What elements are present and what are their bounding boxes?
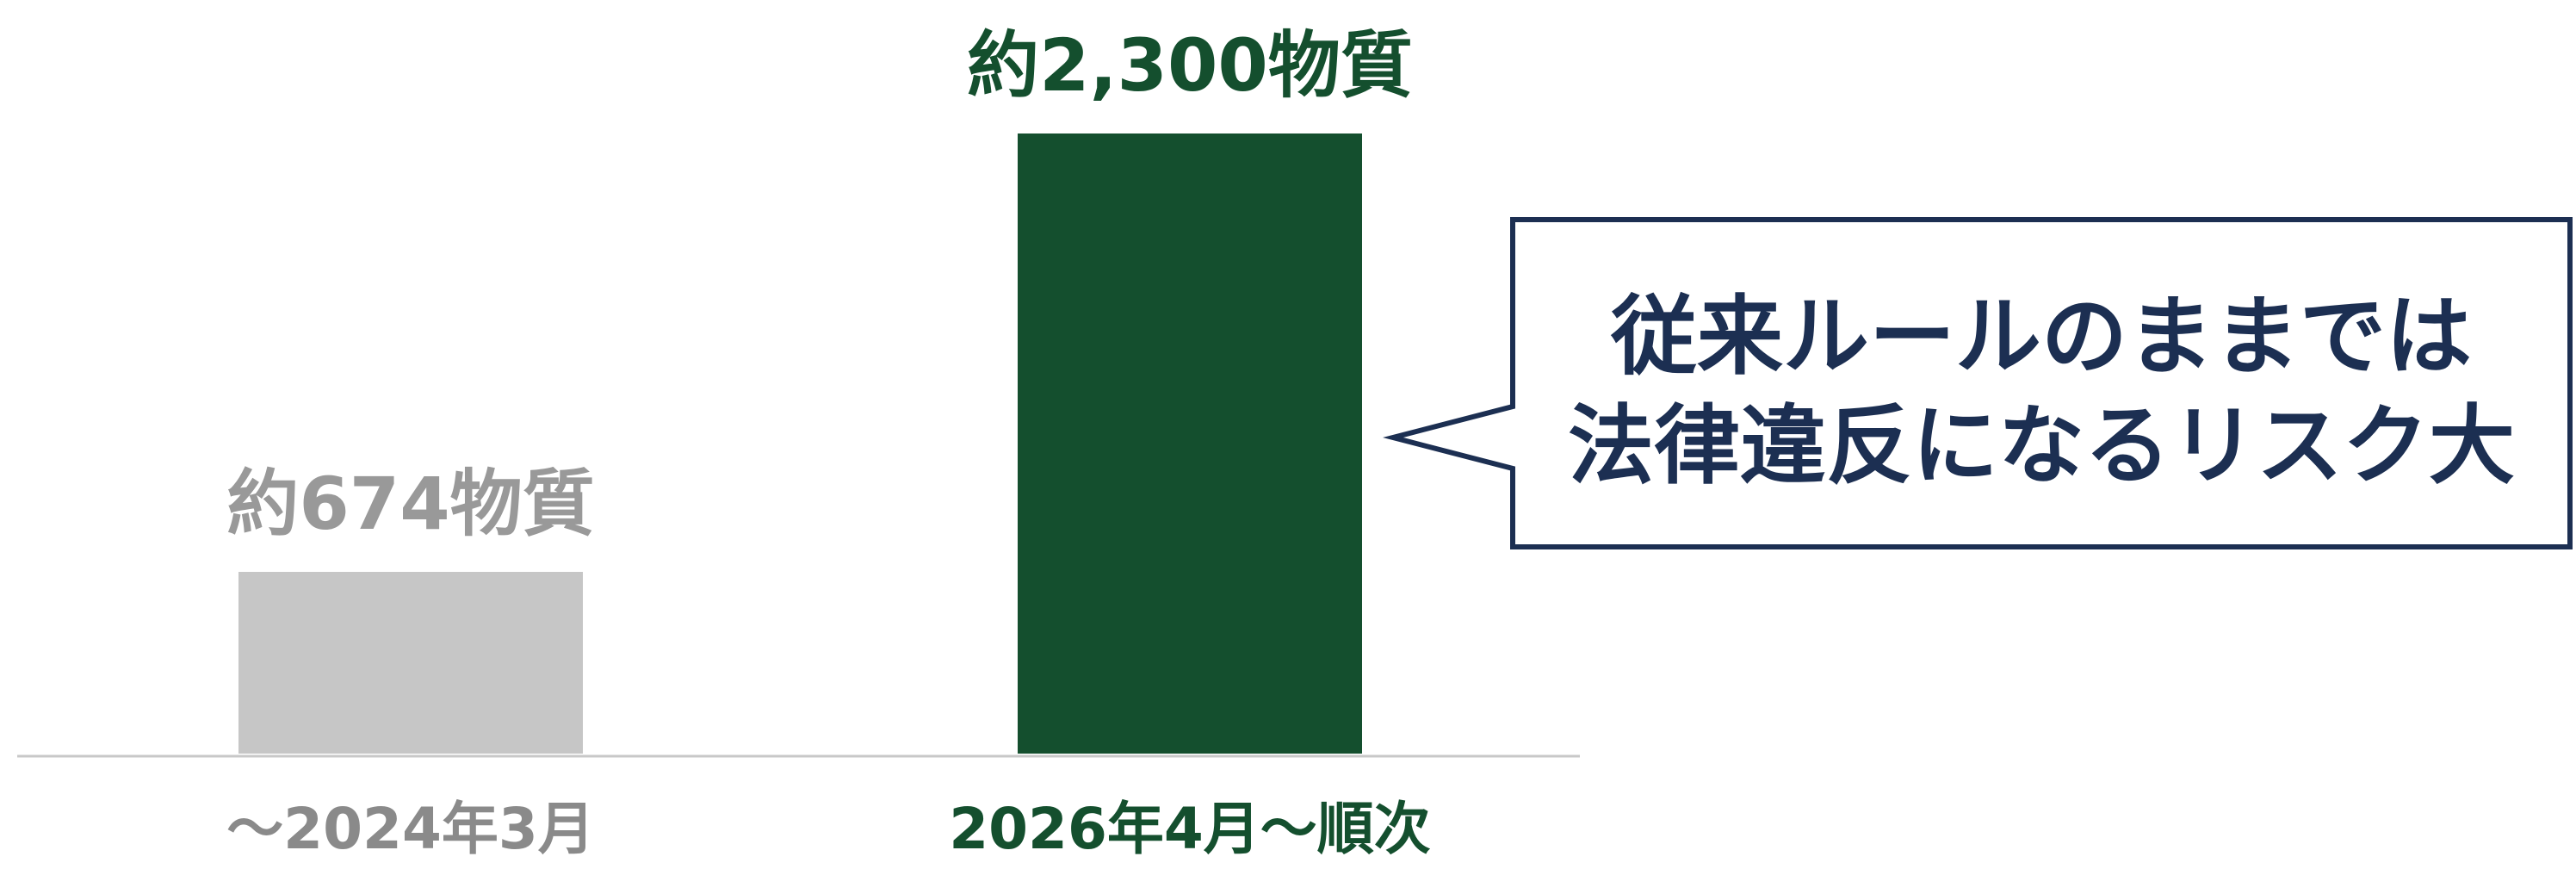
data-label-1: 約674物質 (226, 462, 594, 546)
bar-2 (1018, 133, 1362, 754)
callout-text-line-1: 従来ルールのままでは (1610, 286, 2472, 387)
category-label-2: 2026年4月～順次 (949, 796, 1431, 862)
bar-1 (238, 572, 583, 754)
callout-text-line-2: 法律違反になるリスク大 (1568, 395, 2515, 496)
category-label-1: ～2024年3月 (226, 796, 595, 862)
callout: 従来ルールのままでは 法律違反になるリスク大 (1383, 217, 2573, 549)
bars-group: 約674物質 ～2024年3月 約2,300物質 2026年4月～順次 (226, 23, 1431, 862)
data-label-2: 約2,300物質 (967, 23, 1413, 108)
callout-box (1383, 217, 2573, 549)
